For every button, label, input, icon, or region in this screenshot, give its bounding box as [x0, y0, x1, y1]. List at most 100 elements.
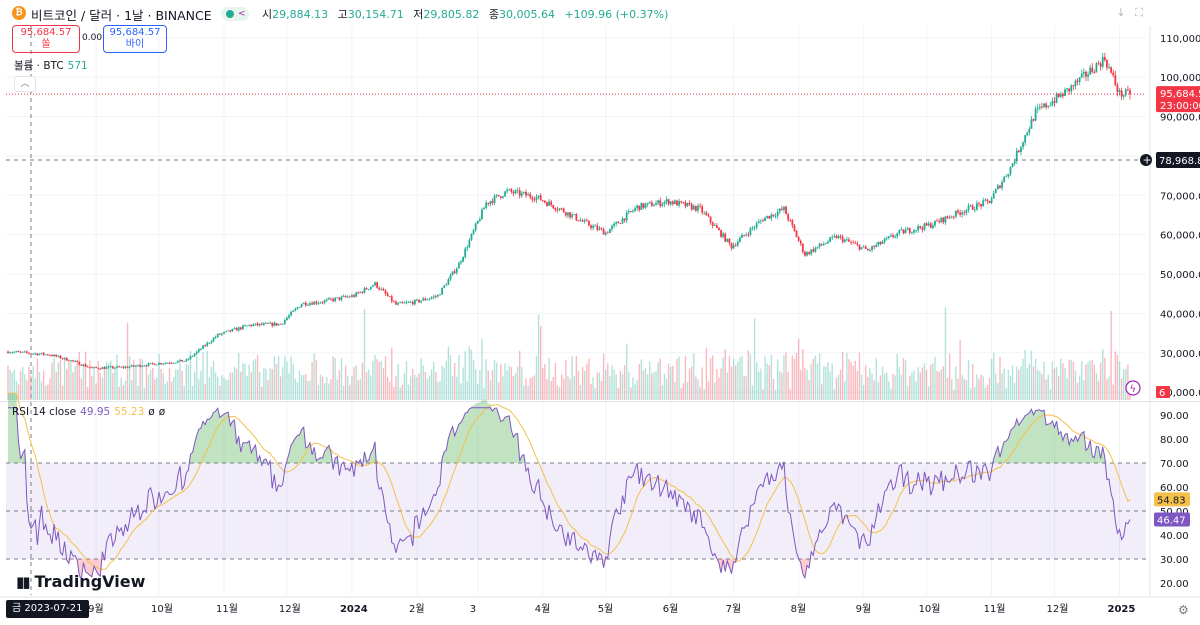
buy-button[interactable]: 95,684.57 바이	[103, 25, 167, 53]
gear-icon[interactable]: ⚙	[1178, 603, 1189, 617]
volume-bar	[565, 359, 567, 400]
volume-bar	[147, 374, 150, 400]
candle-body	[416, 299, 418, 301]
time-axis-tick: 11월	[984, 603, 1006, 615]
candle-body	[42, 352, 45, 355]
volume-bar	[990, 358, 993, 400]
price-axis-tick: 60,000.00	[1160, 231, 1200, 242]
candle-body	[525, 191, 527, 196]
sell-button[interactable]: 95,684.57 쏠	[12, 25, 80, 53]
market-status-badge[interactable]: <	[221, 7, 249, 21]
rsi-legend[interactable]: RSI 14 close 49.95 55.23 ø ø	[12, 406, 165, 418]
volume-bar	[1091, 359, 1093, 400]
candle-body	[231, 329, 234, 332]
volume-bar	[946, 377, 949, 400]
candle-body	[986, 199, 989, 201]
volume-legend-label: 볼륨 · BTC	[14, 60, 64, 72]
volume-bar	[462, 367, 464, 400]
volume-bar	[353, 367, 355, 400]
candle-body	[1118, 90, 1121, 92]
volume-bar	[55, 371, 57, 400]
candle-body	[275, 322, 278, 326]
candle-body	[116, 366, 118, 368]
download-icon[interactable]: ↓	[1116, 6, 1126, 19]
volume-bar	[407, 384, 410, 400]
sell-price: 95,684.57	[20, 27, 72, 38]
volume-bar	[630, 387, 632, 400]
candle-body	[267, 323, 269, 324]
volume-bar	[722, 357, 724, 400]
volume-bar	[789, 389, 791, 400]
crosshair-date-badge: 금 2023-07-21	[6, 600, 89, 618]
candle-body	[179, 359, 181, 362]
rsi-legend-extra-1: ø	[148, 406, 155, 418]
candle-body	[592, 225, 595, 228]
price-axis-tick: 110,000.00	[1160, 34, 1200, 45]
volume-bar	[1097, 380, 1100, 400]
candle-body	[543, 201, 546, 203]
candle-body	[623, 218, 626, 221]
candle-body	[367, 288, 370, 290]
time-axis-tick: 11월	[216, 603, 238, 615]
volume-legend[interactable]: 볼륨 · BTC 571	[14, 58, 88, 73]
volume-bar	[313, 353, 315, 400]
volume-bar	[764, 356, 766, 400]
candle-body	[214, 336, 217, 339]
volume-bar	[355, 365, 357, 400]
candle-body	[854, 242, 857, 244]
volume-bar	[776, 359, 779, 400]
time-axis-tick: 2025	[1108, 604, 1136, 615]
fullscreen-icon[interactable]: ⛶	[1135, 6, 1143, 19]
candle-body	[778, 208, 781, 212]
volume-bar	[45, 385, 47, 400]
volume-bar	[791, 355, 794, 400]
candle-body	[1043, 103, 1045, 108]
candle-body	[399, 302, 402, 304]
volume-bar	[930, 364, 932, 400]
volume-bar	[441, 365, 443, 400]
buy-price: 95,684.57	[109, 27, 161, 38]
candle-body	[1001, 181, 1003, 188]
volume-bar	[271, 368, 273, 400]
candle-body	[1026, 132, 1029, 136]
volume-bar	[697, 379, 699, 400]
candle-body	[678, 201, 681, 206]
volume-bar	[867, 376, 869, 400]
volume-bar	[156, 377, 158, 400]
tradingview-watermark[interactable]: ▮▮ TradingView	[16, 572, 145, 591]
volume-bar	[416, 377, 418, 400]
candle-body	[53, 354, 56, 357]
symbol-title[interactable]: 비트코인 / 달러 · 1날 · BINANCE	[31, 8, 212, 23]
volume-bar	[521, 367, 523, 400]
candle-body	[753, 227, 756, 229]
candle-body	[460, 261, 462, 264]
volume-bar	[477, 384, 479, 400]
volume-bar	[735, 365, 737, 400]
volume-bar	[607, 363, 609, 400]
volume-bar	[120, 377, 122, 400]
candle-body	[925, 223, 928, 226]
time-axis-tick: 10월	[919, 603, 941, 615]
candle-body	[1080, 73, 1083, 78]
volume-bar	[690, 366, 693, 400]
candle-body	[221, 333, 223, 335]
candle-body	[325, 299, 328, 301]
volume-bar	[619, 370, 622, 400]
ohlc-high-label: 고	[337, 8, 348, 21]
volume-bar	[760, 368, 762, 400]
volume-bar	[242, 363, 244, 400]
collapse-legend-button[interactable]: ︿	[14, 76, 36, 92]
volume-bar	[217, 376, 219, 400]
volume-bar	[435, 371, 437, 400]
volume-bar	[542, 367, 544, 400]
volume-bar	[1078, 375, 1081, 400]
volume-bar	[1047, 374, 1049, 400]
candle-body	[913, 230, 915, 233]
candle-body	[407, 302, 410, 303]
volume-bar	[936, 370, 938, 400]
candle-body	[906, 228, 909, 230]
volume-bar	[414, 374, 416, 400]
volume-bar	[19, 371, 22, 400]
volume-bar	[305, 374, 307, 400]
